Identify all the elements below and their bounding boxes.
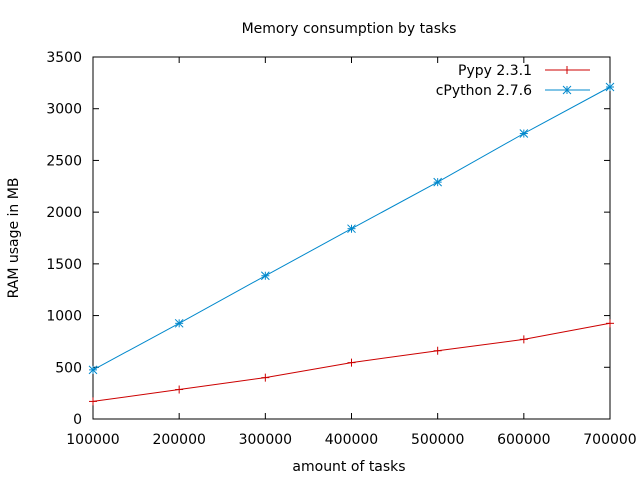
y-axis-label: RAM usage in MB [6,178,22,299]
data-point [175,385,184,394]
legend-item: Pypy 2.3.1 [458,63,590,79]
data-point [89,397,97,406]
axis-ticks: 100000 200000 300000 400000 500000 600000 7000… [46,50,636,448]
legend-item: cPython 2.7.6 [436,83,590,99]
legend-label: cPython 2.7.6 [436,83,532,99]
y-tick-label: 500 [55,360,82,376]
data-point [519,335,528,344]
x-tick-label: 300000 [239,432,292,448]
data-point [260,271,270,281]
y-tick-label: 1000 [46,309,82,325]
chart-title: Memory consumption by tasks [242,21,457,37]
x-tick-label: 700000 [583,432,636,448]
data-point [433,177,443,187]
x-tick-label: 400000 [325,432,378,448]
data-point [606,319,614,328]
x-axis-label: amount of tasks [292,459,405,475]
legend-swatch-marker [562,85,572,95]
data-point [261,373,270,382]
data-point [88,365,98,375]
y-tick-label: 3000 [46,102,82,118]
legend-label: Pypy 2.3.1 [458,63,532,79]
y-tick-label: 1500 [46,257,82,273]
x-tick-label: 600000 [497,432,550,448]
data-point [605,82,615,92]
series-cpython [88,82,615,375]
legend: Pypy 2.3.1 cPython 2.7.6 [436,63,590,99]
data-point [174,318,184,328]
series-group [88,82,615,406]
x-tick-label: 200000 [152,432,205,448]
data-point [347,358,356,367]
y-tick-label: 3500 [46,50,82,66]
y-tick-label: 0 [73,412,82,428]
series-pypy [89,319,614,406]
legend-swatch-marker [563,66,571,74]
y-tick-label: 2500 [46,153,82,169]
data-point [433,346,442,355]
y-tick-label: 2000 [46,205,82,221]
x-tick-label: 100000 [66,432,119,448]
data-point [519,129,529,138]
data-point [347,224,356,234]
x-tick-label: 500000 [411,432,464,448]
